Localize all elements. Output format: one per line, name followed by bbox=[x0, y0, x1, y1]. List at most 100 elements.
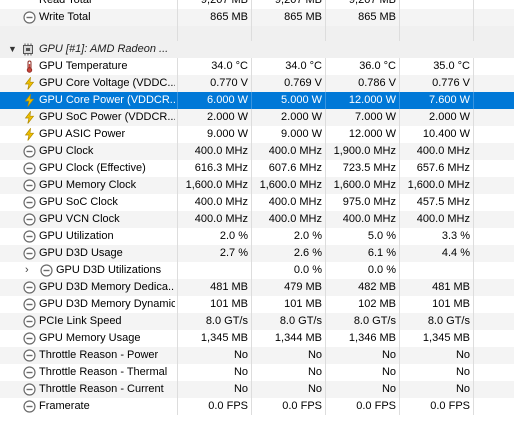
sensor-min: 2.000 W bbox=[281, 111, 322, 123]
chip-icon bbox=[21, 43, 34, 56]
sensor-min: 865 MB bbox=[284, 11, 322, 23]
sensor-label: GPU SoC Clock bbox=[39, 196, 118, 208]
sensor-min: No bbox=[307, 349, 322, 361]
sensor-label: GPU ASIC Power bbox=[39, 128, 126, 140]
lightning-icon bbox=[23, 110, 36, 124]
sensor-max: 865 MB bbox=[358, 11, 396, 23]
sensor-max: 400.0 MHz bbox=[342, 213, 396, 225]
sensor-max: 102 MB bbox=[358, 298, 396, 310]
sensor-max: 36.0 °C bbox=[359, 60, 396, 72]
sensor-row[interactable]: PCIe Link Speed 8.0 GT/s 8.0 GT/s 8.0 GT/s 8… bbox=[0, 313, 514, 330]
gauge-icon bbox=[23, 247, 36, 260]
sensor-row[interactable]: GPU Clock 400.0 MHz 400.0 MHz 1,900.0 MHz 40… bbox=[0, 143, 514, 160]
sensor-row[interactable]: Throttle Reason - Current No No No No bbox=[0, 381, 514, 398]
sensor-max: 723.5 MHz bbox=[342, 162, 396, 174]
gauge-icon bbox=[23, 11, 36, 24]
gauge-icon bbox=[23, 213, 36, 226]
sensor-row[interactable]: › GPU D3D Utilizations 0.0 % 0.0 % bbox=[0, 262, 514, 279]
gauge-icon bbox=[23, 179, 36, 192]
sensor-max: 1,600.0 MHz bbox=[333, 179, 396, 191]
sensor-min: No bbox=[307, 383, 322, 395]
sensor-label: GPU D3D Memory Dynamic bbox=[39, 298, 175, 310]
sensor-max: 975.0 MHz bbox=[342, 196, 396, 208]
sensor-max: 7.000 W bbox=[355, 111, 396, 123]
sensor-row[interactable]: GPU Clock (Effective) 616.3 MHz 607.6 MHz 7… bbox=[0, 160, 514, 177]
chevron-right-icon[interactable]: › bbox=[25, 264, 29, 276]
sensor-row[interactable]: GPU Memory Clock 1,600.0 MHz 1,600.0 MHz 1,… bbox=[0, 177, 514, 194]
sensor-current: 9,207 MB bbox=[200, 0, 248, 6]
sensor-avg: 400.0 MHz bbox=[416, 213, 470, 225]
sensor-row-write-total[interactable]: Write Total 865 MB 865 MB 865 MB bbox=[0, 9, 514, 26]
sensor-label: Throttle Reason - Current bbox=[39, 383, 164, 395]
sensor-avg: 10.400 W bbox=[422, 128, 470, 140]
sensor-max: 1,900.0 MHz bbox=[333, 145, 396, 157]
sensor-label: GPU Clock (Effective) bbox=[39, 162, 146, 174]
sensor-current: 101 MB bbox=[210, 298, 248, 310]
sensor-label: GPU VCN Clock bbox=[39, 213, 120, 225]
gauge-icon bbox=[23, 349, 36, 362]
sensor-label: PCIe Link Speed bbox=[39, 315, 122, 327]
sensor-current: 616.3 MHz bbox=[194, 162, 248, 174]
gauge-icon bbox=[23, 162, 36, 175]
sensor-row[interactable]: GPU Temperature 34.0 °C 34.0 °C 36.0 °C 35.0… bbox=[0, 58, 514, 75]
sensor-label: Write Total bbox=[39, 11, 91, 23]
sensor-label: GPU Clock bbox=[39, 145, 94, 157]
gauge-icon bbox=[40, 264, 53, 277]
sensor-row[interactable]: GPU D3D Memory Dynamic 101 MB 101 MB 102 MB… bbox=[0, 296, 514, 313]
gauge-icon bbox=[23, 196, 36, 209]
sensor-max: No bbox=[381, 349, 396, 361]
sensor-row[interactable]: GPU Utilization 2.0 % 2.0 % 5.0 % 3.3 % bbox=[0, 228, 514, 245]
sensor-avg: 0.0 FPS bbox=[430, 400, 470, 412]
sensor-min: 101 MB bbox=[284, 298, 322, 310]
sensor-min: 9.000 W bbox=[281, 128, 322, 140]
sensor-max: 1,346 MB bbox=[348, 332, 396, 344]
sensor-label: Throttle Reason - Power bbox=[39, 349, 159, 361]
sensor-current: 481 MB bbox=[210, 281, 248, 293]
sensor-avg bbox=[400, 0, 470, 9]
sensor-avg: 657.6 MHz bbox=[416, 162, 470, 174]
sensor-min: 1,344 MB bbox=[274, 332, 322, 344]
sensor-avg: 4.4 % bbox=[441, 247, 470, 259]
sensor-min: 0.0 FPS bbox=[282, 400, 322, 412]
sensor-row[interactable]: GPU Core Power (VDDCR... 6.000 W 5.000 W 12… bbox=[0, 92, 514, 109]
chevron-down-icon[interactable]: ▼ bbox=[8, 44, 17, 54]
sensor-current: 2.7 % bbox=[219, 247, 248, 259]
sensor-row[interactable]: GPU Core Voltage (VDDC... 0.770 V 0.769 V 0… bbox=[0, 75, 514, 92]
sensor-avg: No bbox=[455, 366, 470, 378]
sensor-min: 34.0 °C bbox=[285, 60, 322, 72]
gauge-icon bbox=[23, 145, 36, 158]
sensor-label: GPU Core Power (VDDCR... bbox=[39, 94, 175, 106]
sensor-current: 9.000 W bbox=[207, 128, 248, 140]
sensor-min: 400.0 MHz bbox=[268, 213, 322, 225]
gpu-group-header[interactable]: ▼ GPU [#1]: AMD Radeon ... bbox=[0, 41, 514, 58]
sensor-row-partial[interactable]: Read Total 9,207 MB 9,207 MB 9,207 MB bbox=[0, 0, 514, 9]
gauge-icon bbox=[23, 230, 36, 243]
sensor-row[interactable]: Throttle Reason - Power No No No No bbox=[0, 347, 514, 364]
sensor-current: 34.0 °C bbox=[211, 60, 248, 72]
sensor-row[interactable]: GPU Memory Usage 1,345 MB 1,344 MB 1,346 MB… bbox=[0, 330, 514, 347]
sensor-min: No bbox=[307, 366, 322, 378]
sensor-min: 2.0 % bbox=[293, 230, 322, 242]
sensor-row[interactable]: GPU D3D Usage 2.7 % 2.6 % 6.1 % 4.4 % bbox=[0, 245, 514, 262]
sensor-max: 8.0 GT/s bbox=[353, 315, 396, 327]
sensor-row[interactable]: Throttle Reason - Thermal No No No No bbox=[0, 364, 514, 381]
sensor-row[interactable]: GPU SoC Clock 400.0 MHz 400.0 MHz 975.0 MHz… bbox=[0, 194, 514, 211]
sensor-row[interactable]: GPU D3D Memory Dedica... 481 MB 479 MB 482 … bbox=[0, 279, 514, 296]
sensor-avg: No bbox=[455, 349, 470, 361]
sensor-max: 9,207 MB bbox=[348, 0, 396, 6]
sensor-row[interactable]: GPU ASIC Power 9.000 W 9.000 W 12.000 W 10.4… bbox=[0, 126, 514, 143]
gauge-icon bbox=[23, 315, 36, 328]
sensor-min: 1,600.0 MHz bbox=[259, 179, 322, 191]
sensor-label: GPU D3D Usage bbox=[39, 247, 123, 259]
sensor-row[interactable]: GPU VCN Clock 400.0 MHz 400.0 MHz 400.0 MHz… bbox=[0, 211, 514, 228]
gauge-icon bbox=[23, 298, 36, 311]
sensor-current: 400.0 MHz bbox=[194, 145, 248, 157]
gauge-icon bbox=[23, 332, 36, 345]
sensor-max: 0.786 V bbox=[358, 77, 396, 89]
sensor-current: 0.770 V bbox=[210, 77, 248, 89]
sensor-row[interactable]: GPU SoC Power (VDDCR... 2.000 W 2.000 W 7.0… bbox=[0, 109, 514, 126]
sensor-avg: 400.0 MHz bbox=[416, 145, 470, 157]
sensor-min: 8.0 GT/s bbox=[279, 315, 322, 327]
gpu-group-label: GPU [#1]: AMD Radeon ... bbox=[39, 43, 169, 55]
sensor-row[interactable]: Framerate 0.0 FPS 0.0 FPS 0.0 FPS 0.0 FPS bbox=[0, 398, 514, 415]
